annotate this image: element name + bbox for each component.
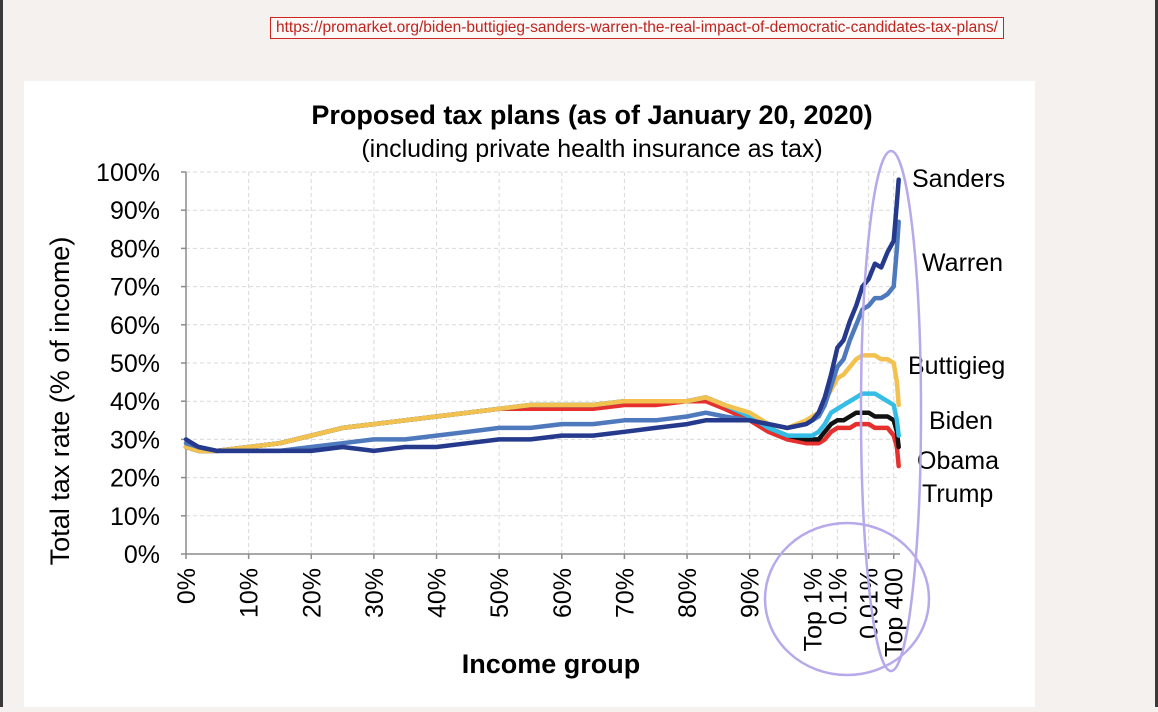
x-tick-label: 40% (424, 568, 452, 618)
series-label-trump: Trump (922, 480, 993, 508)
y-tick-label: 60% (110, 312, 160, 340)
x-tick-labels: 0% 10% 20% 30% 40% 50% 60% 70% 80% 90% Top 1%0.1% 0… (173, 568, 909, 657)
y-tick-label: 70% (110, 274, 160, 302)
series-labels: Sanders Warren Buttigieg Biden Obama Trump (908, 165, 1005, 508)
x-tick-label: 90% (737, 568, 765, 618)
y-tick-label: 40% (110, 388, 160, 416)
x-tick-label: 20% (298, 568, 326, 618)
y-axis-label: Total tax rate (% of income) (45, 237, 75, 566)
x-tick-label: 0.1% (824, 568, 852, 625)
chart-title: Proposed tax plans (as of January 20, 20… (311, 100, 872, 130)
axes (181, 171, 900, 559)
highlight-ellipse-top (859, 149, 923, 673)
x-tick-label: Top 1% (799, 568, 827, 651)
series-line-buttigieg (183, 353, 901, 454)
x-tick-label: 0% (173, 568, 201, 604)
series-label-sanders: Sanders (912, 165, 1005, 193)
series-lines (183, 177, 901, 469)
y-tick-label: 50% (110, 350, 160, 378)
x-tick-label: 10% (236, 568, 264, 618)
y-tick-label: 20% (110, 465, 160, 493)
x-tick-label: 70% (611, 568, 639, 618)
x-tick-label: 80% (674, 568, 702, 618)
series-line-warren (183, 219, 901, 454)
highlight-ellipse-bottom (763, 521, 931, 677)
y-tick-label: 30% (110, 426, 160, 454)
x-tick-label: 60% (549, 568, 577, 618)
y-tick-labels: 0% 10% 20% 30% 40% 50% 60% 70% 80% 90% 100% (96, 159, 160, 569)
tax-plan-chart: Proposed tax plans (as of January 20, 20… (45, 100, 1005, 679)
x-tick-label: 50% (486, 568, 514, 618)
window-frame-left (0, 0, 3, 707)
x-tick-label: 30% (361, 568, 389, 618)
y-tick-label: 10% (110, 503, 160, 531)
y-tick-label: 100% (96, 159, 160, 187)
x-axis-label: Income group (462, 649, 641, 679)
window-frame-right (1155, 0, 1158, 707)
annotations (763, 149, 931, 677)
chart-subtitle: (including private health insurance as t… (361, 135, 822, 163)
series-label-warren: Warren (922, 249, 1003, 277)
grid-lines (186, 171, 900, 554)
source-link[interactable]: https://promarket.org/biden-buttigieg-sa… (270, 17, 1004, 39)
series-label-buttigieg: Buttigieg (908, 352, 1005, 380)
y-tick-label: 90% (110, 197, 160, 225)
y-tick-label: 0% (124, 541, 160, 569)
series-label-biden: Biden (929, 407, 993, 435)
series-label-obama: Obama (917, 447, 999, 475)
chart-card: Proposed tax plans (as of January 20, 20… (24, 81, 1035, 707)
y-tick-label: 80% (110, 235, 160, 263)
